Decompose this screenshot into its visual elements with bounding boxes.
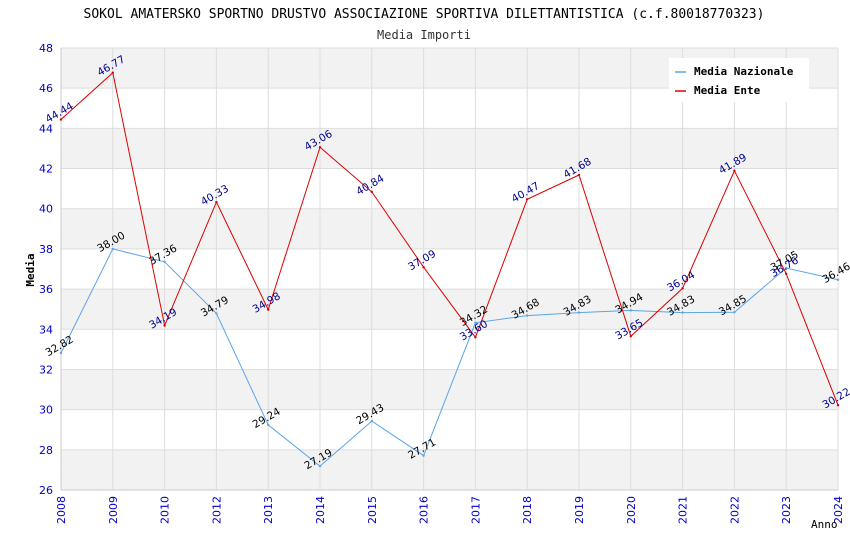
- data-point: [474, 321, 477, 325]
- y-tick-label: 36: [39, 283, 53, 296]
- data-point: [836, 278, 840, 282]
- y-tick-label: 26: [39, 484, 53, 497]
- y-tick-label: 46: [39, 82, 53, 95]
- data-label: 44.44: [43, 100, 75, 126]
- series-line-media-ente: [60, 71, 839, 406]
- grid-bands: [61, 48, 838, 490]
- data-point: [318, 146, 322, 149]
- y-tick-label: 34: [39, 323, 53, 336]
- data-point: [215, 312, 218, 315]
- x-tick-label: 2020: [625, 496, 638, 524]
- data-point: [267, 423, 270, 427]
- y-tick-label: 38: [39, 243, 53, 256]
- data-point: [267, 308, 270, 311]
- data-label: 40.47: [510, 180, 542, 205]
- data-point: [785, 266, 788, 270]
- x-axis-ticks: 2008 2009 2010 2012 2013 2014 2015 2016 2017 2018…: [55, 496, 845, 524]
- data-point: [422, 454, 425, 457]
- chart-title: SOKOL AMATERSKO SPORTNO DRUSTVO ASSOCIAZ…: [84, 7, 765, 22]
- x-tick-label: 2019: [573, 496, 586, 524]
- x-tick-label: 2008: [55, 496, 68, 524]
- x-tick-label: 2010: [159, 496, 172, 524]
- series-lines: [59, 71, 840, 468]
- y-tick-label: 40: [39, 203, 53, 216]
- data-point: [163, 260, 166, 263]
- data-point: [629, 309, 632, 312]
- data-point: [733, 310, 736, 314]
- data-point: [526, 314, 529, 317]
- data-point: [681, 311, 684, 314]
- x-tick-label: 2021: [677, 496, 690, 524]
- x-tick-label: 2016: [418, 496, 431, 524]
- data-point: [577, 311, 581, 314]
- grid-band: [61, 128, 838, 169]
- grid-lines: [60, 47, 839, 491]
- y-tick-label: 30: [39, 404, 53, 417]
- data-point: [526, 198, 529, 201]
- legend: Media Nazionale Media Ente: [669, 58, 809, 102]
- data-point: [59, 351, 63, 355]
- data-point: [111, 71, 115, 74]
- x-tick-label: 2015: [366, 496, 379, 524]
- legend-label-media-nazionale: Media Nazionale: [694, 65, 794, 78]
- data-point: [836, 404, 840, 407]
- x-tick-label: 2017: [469, 496, 482, 524]
- data-point: [422, 265, 425, 269]
- y-tick-label: 48: [39, 42, 53, 55]
- x-tick-label: 2022: [728, 496, 741, 524]
- grid-band: [61, 449, 838, 490]
- x-tick-label: 2014: [314, 496, 327, 524]
- y-axis-ticks: 26 28 30 32 34 36 38 40 42 44 46 48: [39, 42, 53, 497]
- x-tick-label: 2009: [107, 496, 120, 524]
- data-label: 32.82: [43, 334, 75, 359]
- data-label: 40.84: [354, 172, 386, 198]
- y-axis-label: Media: [24, 253, 37, 286]
- data-point: [318, 464, 322, 468]
- grid-band: [61, 208, 838, 249]
- data-point: [59, 118, 63, 121]
- data-point: [370, 190, 373, 194]
- x-tick-label: 2018: [521, 496, 534, 524]
- legend-label-media-ente: Media Ente: [694, 84, 761, 97]
- y-tick-label: 44: [39, 122, 53, 135]
- data-point: [785, 272, 788, 276]
- data-point: [629, 335, 632, 338]
- data-point: [370, 419, 373, 423]
- x-tick-label: 2013: [262, 496, 275, 524]
- data-point: [111, 247, 115, 251]
- y-tick-label: 42: [39, 163, 53, 176]
- x-tick-label: 2024: [832, 496, 845, 524]
- data-label: 37.09: [406, 248, 438, 273]
- grid-band: [61, 289, 838, 330]
- data-point: [681, 287, 684, 290]
- legend-box: [669, 58, 809, 102]
- chart-subtitle: Media Importi: [377, 28, 471, 42]
- data-label: 36.46: [820, 260, 850, 286]
- data-point: [163, 324, 166, 327]
- data-point: [215, 200, 218, 204]
- data-point: [733, 169, 736, 172]
- y-tick-label: 28: [39, 444, 53, 457]
- x-tick-label: 2012: [210, 496, 223, 524]
- x-axis-label: Anno: [811, 518, 838, 531]
- data-point: [474, 336, 477, 339]
- y-tick-label: 32: [39, 363, 53, 376]
- series-line-media-nazionale: [60, 248, 839, 467]
- data-point: [577, 173, 581, 177]
- x-tick-label: 2023: [780, 496, 793, 524]
